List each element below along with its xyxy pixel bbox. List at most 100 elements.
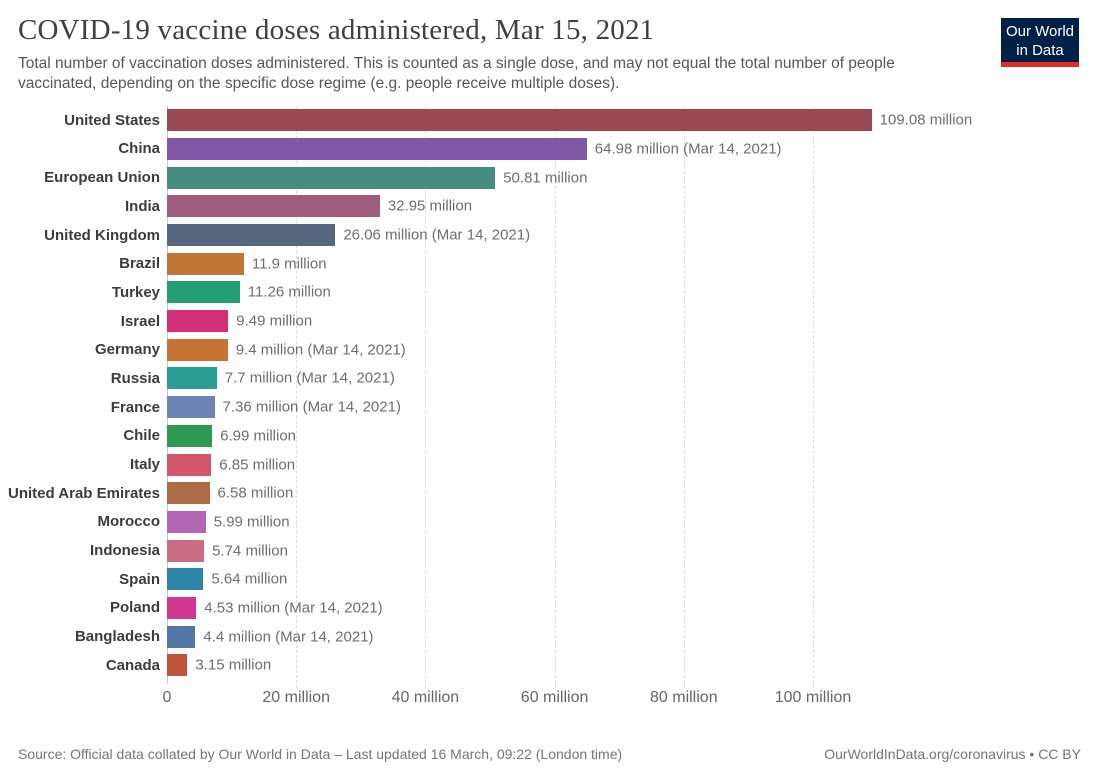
- bar-row: India 32.95 million: [0, 192, 1100, 221]
- owid-logo-line1: Our World: [1005, 23, 1075, 40]
- bar-row: Italy 6.85 million: [0, 450, 1100, 479]
- country-label: France: [110, 398, 160, 416]
- country-label: Russia: [110, 369, 160, 387]
- value-label: 50.81 million: [503, 169, 588, 187]
- value-label: 5.64 million: [211, 570, 288, 588]
- bar-row: Indonesia 5.74 million: [0, 536, 1100, 565]
- x-axis: 0 20 million 40 million 60 million 80 millio…: [163, 680, 1100, 706]
- bar-zone: 5.99 million: [167, 510, 1100, 533]
- bar-zone: 9.49 million: [167, 310, 1100, 333]
- bar-row: China 64.98 million (Mar 14, 2021): [0, 135, 1100, 164]
- country-label: United Kingdom: [44, 226, 160, 244]
- bar-turkey[interactable]: [167, 281, 240, 304]
- bar-china[interactable]: [167, 137, 587, 160]
- x-tick-label: 20 million: [262, 688, 330, 706]
- source-note: Source: Official data collated by Our Wo…: [18, 746, 623, 762]
- bar-israel[interactable]: [167, 310, 229, 333]
- chart-header: COVID-19 vaccine doses administered, Mar…: [0, 0, 1100, 95]
- bar-france[interactable]: [167, 396, 215, 419]
- bar-row: Bangladesh 4.4 million (Mar 14, 2021): [0, 622, 1100, 651]
- country-label: Spain: [119, 570, 160, 588]
- bar-united-states[interactable]: [167, 109, 872, 132]
- value-label: 64.98 million (Mar 14, 2021): [594, 140, 782, 158]
- bar-zone: 6.85 million: [167, 453, 1100, 476]
- bar-russia[interactable]: [167, 367, 217, 390]
- value-label: 4.4 million (Mar 14, 2021): [203, 628, 374, 646]
- bar-row: Canada 3.15 million: [0, 651, 1100, 680]
- country-label: Germany: [94, 341, 160, 359]
- bar-zone: 32.95 million: [167, 195, 1100, 218]
- bar-row: Russia 7.7 million (Mar 14, 2021): [0, 364, 1100, 393]
- x-tick-label: 0: [162, 688, 172, 706]
- bar-zone: 50.81 million: [167, 166, 1100, 189]
- value-label: 26.06 million (Mar 14, 2021): [343, 226, 531, 244]
- value-label: 11.9 million: [251, 255, 327, 273]
- bar-canada[interactable]: [167, 654, 188, 677]
- bar-row: Spain 5.64 million: [0, 565, 1100, 594]
- bar-row: Poland 4.53 million (Mar 14, 2021): [0, 594, 1100, 623]
- bar-indonesia[interactable]: [167, 539, 205, 562]
- bar-row: Turkey 11.26 million: [0, 278, 1100, 307]
- value-label: 5.74 million: [212, 542, 288, 560]
- bar-bangladesh[interactable]: [167, 625, 196, 648]
- value-label: 9.49 million: [236, 312, 313, 330]
- bar-zone: 109.08 million: [167, 109, 1100, 132]
- bar-row: France 7.36 million (Mar 14, 2021): [0, 393, 1100, 422]
- bar-zone: 6.99 million: [167, 424, 1100, 447]
- bar-united-kingdom[interactable]: [167, 224, 336, 246]
- bar-row: Germany 9.4 million (Mar 14, 2021): [0, 335, 1100, 364]
- x-tick-label: 60 million: [520, 688, 589, 706]
- bar-zone: 26.06 million (Mar 14, 2021): [167, 224, 1100, 246]
- bar-zone: 4.4 million (Mar 14, 2021): [167, 625, 1100, 648]
- country-label: Indonesia: [89, 542, 160, 560]
- bar-zone: 6.58 million: [167, 482, 1100, 505]
- value-label: 4.53 million (Mar 14, 2021): [204, 599, 383, 617]
- country-label: United States: [64, 111, 160, 129]
- chart-title: COVID-19 vaccine doses administered, Mar…: [18, 14, 655, 46]
- country-label: India: [124, 197, 160, 215]
- bar-morocco[interactable]: [167, 510, 206, 533]
- value-label: 7.7 million (Mar 14, 2021): [224, 369, 395, 387]
- bar-row: European Union 50.81 million: [0, 163, 1100, 192]
- bar-zone: 64.98 million (Mar 14, 2021): [167, 137, 1100, 160]
- country-label: European Union: [44, 169, 160, 187]
- bar-poland[interactable]: [167, 596, 197, 619]
- bar-zone: 11.26 million: [167, 281, 1100, 304]
- value-label: 6.58 million: [217, 484, 294, 502]
- country-label: Poland: [109, 599, 160, 617]
- x-tick-label: 40 million: [391, 688, 460, 706]
- bar-germany[interactable]: [167, 338, 228, 361]
- bar-row: Brazil 11.9 million: [0, 249, 1100, 278]
- value-label: 32.95 million: [387, 197, 473, 215]
- bar-zone: 5.74 million: [167, 539, 1100, 562]
- country-label: Bangladesh: [74, 628, 160, 646]
- country-label: Turkey: [111, 283, 160, 301]
- country-label: United Arab Emirates: [8, 484, 160, 502]
- bar-chile[interactable]: [167, 424, 213, 447]
- bar-zone: 7.36 million (Mar 14, 2021): [167, 396, 1100, 419]
- country-label: Italy: [129, 456, 160, 473]
- value-label: 5.99 million: [213, 513, 290, 531]
- bar-zone: 11.9 million: [167, 252, 1100, 275]
- value-label: 6.99 million: [220, 427, 297, 445]
- chart-subtitle: Total number of vaccination doses admini…: [18, 55, 895, 93]
- country-label: Brazil: [119, 255, 160, 273]
- bar-italy[interactable]: [167, 453, 212, 476]
- country-label: Chile: [123, 427, 160, 445]
- x-tick-label: 80 million: [650, 688, 718, 706]
- bar-brazil[interactable]: [167, 252, 244, 275]
- x-tick-label: 100 million: [774, 688, 852, 706]
- bar-spain[interactable]: [167, 568, 204, 591]
- bar-european-union[interactable]: [167, 166, 496, 189]
- bar-row: United States 109.08 million: [0, 106, 1100, 135]
- footer-link[interactable]: OurWorldInData.org/coronavirus • CC BY: [824, 746, 1081, 762]
- bar-row: United Kingdom 26.06 million (Mar 14, 202…: [0, 221, 1100, 250]
- owid-logo[interactable]: Our World in Data: [1001, 18, 1079, 67]
- bar-zone: 4.53 million (Mar 14, 2021): [167, 596, 1100, 619]
- bar-india[interactable]: [167, 195, 380, 218]
- bar-united-arab-emirates[interactable]: [167, 482, 210, 505]
- bar-zone: 7.7 million (Mar 14, 2021): [167, 367, 1100, 390]
- bar-chart: United States 109.08 million China 64.98 mi…: [0, 105, 1100, 706]
- value-label: 3.15 million: [195, 656, 272, 674]
- bar-row: United Arab Emirates 6.58 million: [0, 479, 1100, 508]
